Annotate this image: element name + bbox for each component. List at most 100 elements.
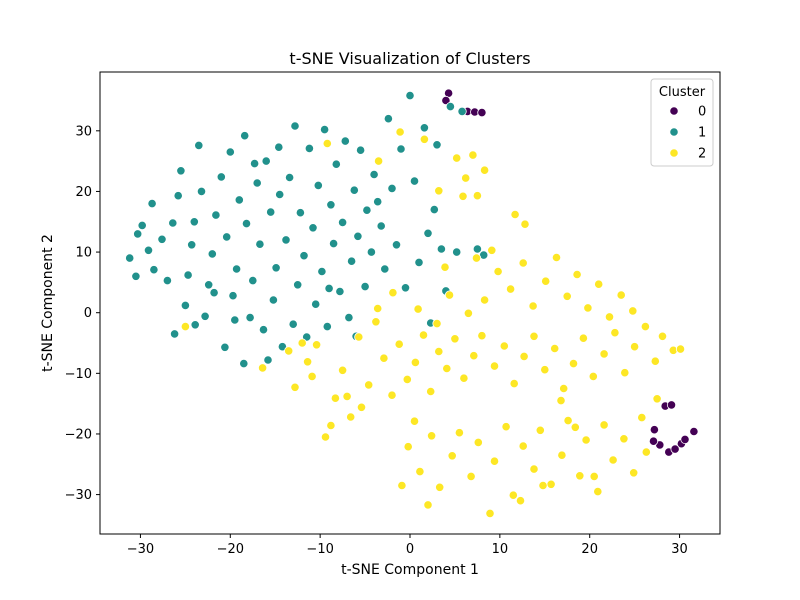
data-point-cluster-1 xyxy=(432,140,442,150)
data-point-cluster-2 xyxy=(435,482,445,492)
data-point-cluster-2 xyxy=(356,402,367,412)
data-point-cluster-1 xyxy=(326,200,336,210)
data-point-cluster-1 xyxy=(353,231,363,241)
data-point-cluster-2 xyxy=(619,434,629,444)
data-point-cluster-2 xyxy=(583,303,593,313)
data-point-cluster-2 xyxy=(479,165,490,175)
data-point-cluster-1 xyxy=(419,123,429,133)
data-point-cluster-1 xyxy=(187,240,197,250)
data-point-cluster-2 xyxy=(426,386,436,397)
data-point-cluster-2 xyxy=(551,252,562,263)
data-point-cluster-2 xyxy=(487,245,497,255)
data-point-cluster-1 xyxy=(313,180,323,190)
legend-marker-1 xyxy=(669,127,679,137)
data-point-cluster-2 xyxy=(538,480,548,491)
data-point-cluster-2 xyxy=(373,156,384,166)
data-point-cluster-1 xyxy=(170,329,180,339)
data-point-cluster-1 xyxy=(391,240,402,250)
data-point-cluster-1 xyxy=(248,275,258,286)
data-point-cluster-1 xyxy=(125,253,135,263)
data-point-cluster-2 xyxy=(394,339,404,349)
data-point-cluster-2 xyxy=(559,383,569,394)
data-point-cluster-2 xyxy=(413,304,423,314)
data-point-cluster-2 xyxy=(468,150,478,160)
y-tick-label: 10 xyxy=(75,246,92,261)
legend-items: 0 1 2 xyxy=(669,105,706,162)
data-point-cluster-2 xyxy=(652,394,662,404)
data-point-cluster-1 xyxy=(204,280,214,290)
data-point-cluster-2 xyxy=(466,471,476,481)
x-tick-label: 30 xyxy=(671,542,688,557)
data-point-cluster-2 xyxy=(568,358,579,369)
data-point-cluster-1 xyxy=(337,217,348,227)
data-point-cluster-2 xyxy=(346,412,356,422)
data-point-cluster-2 xyxy=(461,173,471,183)
data-point-cluster-1 xyxy=(207,249,217,259)
data-point-cluster-2 xyxy=(546,479,556,489)
data-point-cluster-1 xyxy=(414,257,424,267)
y-tick-label: 0 xyxy=(84,306,92,321)
data-point-cluster-2 xyxy=(459,373,469,383)
data-point-cluster-2 xyxy=(520,219,530,229)
data-point-cluster-1 xyxy=(299,251,309,261)
legend: Cluster 0 1 2 xyxy=(650,78,714,167)
data-point-cluster-2 xyxy=(311,340,322,350)
data-point-cluster-2 xyxy=(434,186,444,196)
data-point-cluster-1 xyxy=(274,142,284,152)
data-point-cluster-2 xyxy=(562,291,572,301)
data-point-cluster-1 xyxy=(331,159,341,169)
data-point-cluster-0 xyxy=(666,400,677,410)
data-point-cluster-2 xyxy=(519,351,529,361)
legend-title: Cluster xyxy=(659,85,706,100)
data-point-cluster-2 xyxy=(395,127,405,137)
data-point-cluster-2 xyxy=(518,441,528,451)
data-point-cluster-1 xyxy=(209,288,219,298)
data-point-cluster-2 xyxy=(515,496,526,506)
data-point-cluster-1 xyxy=(288,319,298,329)
data-point-cluster-1 xyxy=(263,355,273,365)
data-point-cluster-1 xyxy=(396,144,406,154)
data-point-cluster-2 xyxy=(307,371,317,381)
data-point-cluster-1 xyxy=(241,219,252,229)
data-point-cluster-1 xyxy=(317,266,327,277)
data-point-cluster-1 xyxy=(216,172,226,182)
data-point-cluster-2 xyxy=(415,466,425,477)
y-axis-label: t-SNE Component 2 xyxy=(40,234,56,372)
legend-label-1: 1 xyxy=(698,126,706,141)
data-point-cluster-1 xyxy=(220,342,230,352)
legend-label-0: 0 xyxy=(698,105,706,120)
plot-area xyxy=(125,88,699,519)
data-point-cluster-2 xyxy=(364,380,374,390)
data-point-cluster-2 xyxy=(342,391,352,401)
data-point-cluster-1 xyxy=(255,239,265,249)
x-axis: −30 −20 −10 0 10 20 30 xyxy=(127,534,688,557)
data-point-cluster-1 xyxy=(423,228,433,238)
data-point-cluster-2 xyxy=(419,134,429,144)
data-point-cluster-2 xyxy=(402,374,412,384)
data-point-cluster-1 xyxy=(360,281,370,292)
data-point-cluster-1 xyxy=(457,106,467,117)
data-point-cluster-2 xyxy=(477,331,487,341)
data-point-cluster-1 xyxy=(366,247,376,257)
data-point-cluster-1 xyxy=(322,321,332,332)
legend-marker-0 xyxy=(669,106,679,116)
data-point-cluster-2 xyxy=(409,416,420,426)
data-point-cluster-1 xyxy=(445,102,455,112)
data-point-cluster-1 xyxy=(308,223,318,233)
data-point-cluster-0 xyxy=(477,108,487,118)
chart-title: t-SNE Visualization of Clusters xyxy=(289,49,530,68)
data-point-cluster-2 xyxy=(629,468,639,478)
data-point-cluster-1 xyxy=(183,270,193,280)
data-point-cluster-2 xyxy=(550,343,560,354)
data-point-cluster-2 xyxy=(485,508,495,519)
data-point-cluster-2 xyxy=(373,303,383,314)
data-point-cluster-1 xyxy=(472,244,482,254)
data-point-cluster-2 xyxy=(610,328,620,338)
data-point-cluster-1 xyxy=(290,121,300,131)
data-point-cluster-2 xyxy=(418,330,429,340)
data-point-cluster-2 xyxy=(657,331,668,341)
data-point-cluster-2 xyxy=(489,456,500,466)
data-point-cluster-1 xyxy=(147,199,157,209)
data-point-cluster-1 xyxy=(311,299,321,309)
data-point-cluster-2 xyxy=(257,363,268,373)
